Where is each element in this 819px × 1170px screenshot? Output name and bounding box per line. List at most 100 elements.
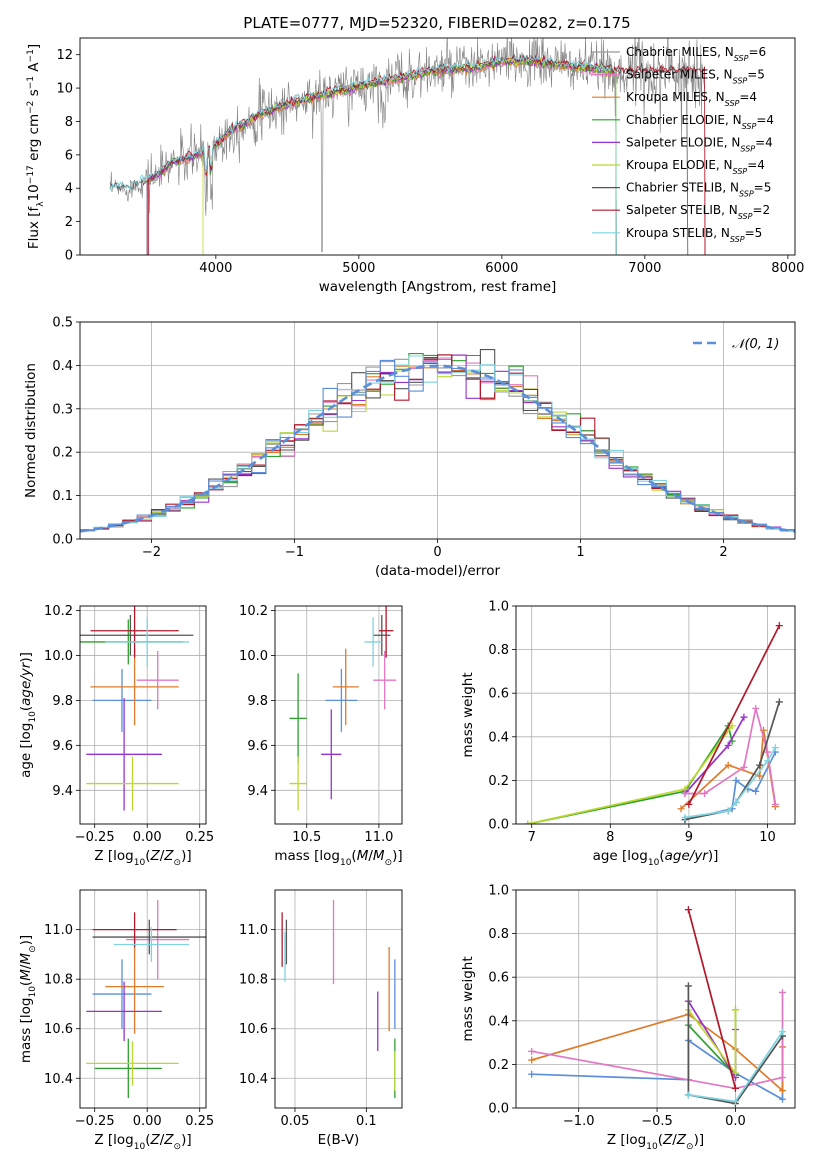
x-tick-label: 4000 [199,261,232,276]
plus-marker [778,1087,786,1095]
x-tick-label: −0.25 [75,1114,115,1129]
x-tick-label: 0.1 [356,1114,377,1129]
errorbar-point [325,668,358,732]
x-tick-label: −0.25 [75,830,115,845]
axes-frame [274,605,403,825]
model-spectrum-line [148,53,706,255]
axes: −1.0 −0.5 0.0 0.0 0.2 0.4 0.6 0.8 1.0 Z [log10(Z/… [460,884,796,1152]
grid-lines [80,606,206,824]
y-tick-label: 0.8 [488,643,509,658]
errorbar-point [136,650,179,710]
x-tick-label: 7 [528,830,536,845]
x-tick-label: 9 [685,830,693,845]
mass-weight-line [687,985,784,1105]
mass-weight-series [684,906,739,1092]
x-tick-label: 6000 [485,261,518,276]
y-axis-label: mass weight [460,956,476,1041]
axes-frame [515,605,796,825]
mass-weight-series [681,744,779,821]
plus-marker [684,906,692,914]
legend-entry-label: Chabrier ELODIE, NSSP=4 [626,113,774,131]
errorbar-point [92,912,177,947]
y-tick-label: 11.0 [44,923,73,938]
plus-marker [756,761,764,769]
x-tick-label: −0.5 [641,1114,673,1129]
y-tick-label: 11.0 [239,923,268,938]
mass-weight-series [681,748,779,824]
axes: 4000 5000 6000 7000 8000 0 2 4 6 8 10 12 wavelength … [26,37,804,295]
y-tick-label: 4 [65,182,73,197]
y-tick-label: 10 [56,82,73,97]
y-tick-label: 0.6 [488,687,509,702]
axes: 10.5 11.0 9.4 9.6 9.8 10.0 10.2 mass [log10(M/M… [239,604,403,868]
plus-marker [756,772,764,780]
y-tick-label: 9.4 [52,784,73,799]
axes-frame [515,889,796,1109]
errorbar-point [126,899,190,980]
y-tick-label: 10.4 [44,1072,73,1087]
axes: −2 −1 0 1 2 0.0 0.1 0.2 0.3 0.4 0.5 (data-model)/er… [23,316,796,579]
errorbar-point [86,698,162,811]
axes-frame [274,889,403,1109]
errorbar-point [86,1041,179,1086]
errorbar-point [289,673,307,764]
errorbar-point [105,939,164,1034]
y-tick-label: 12 [56,48,73,63]
mass-vs-reddening-panel: 0.05 0.1 10.4 10.6 10.8 11.0 E(B-V) [239,889,403,1148]
model-spectrum-line [146,57,617,255]
y-tick-label: 9.6 [247,739,268,754]
plus-marker [778,1073,786,1081]
x-axis-label: Z [log10(Z/Z⊙)] [94,848,191,868]
plot-area [289,606,397,811]
mass-weight-series [524,722,736,824]
mass-weight-series [684,1006,739,1077]
plus-marker [724,807,732,815]
y-axis-label: mass weight [460,672,476,757]
y-tick-label: 10.2 [44,604,73,619]
legend-entry-label: Chabrier MILES, NSSP=6 [626,45,766,63]
plus-marker [528,1056,536,1064]
model-spectrum-line [146,59,617,255]
x-tick-label: 5000 [342,261,375,276]
y-tick-label: 10.4 [239,1072,268,1087]
grid-lines [80,890,206,1108]
y-tick-label: 1.0 [488,600,509,615]
plus-marker [771,744,779,752]
plus-marker [681,789,689,797]
plot-area [86,899,206,1099]
x-tick-label: 8000 [771,261,804,276]
x-tick-label: 10 [759,830,776,845]
y-tick-label: 0.1 [52,489,73,504]
model-spectrum-line [202,55,617,255]
y-axis-label: age [log10(age/yr)] [18,652,38,778]
legend-entry-label: Kroupa STELIB, NSSP=5 [626,226,762,244]
y-tick-label: 0.2 [488,1058,509,1073]
figure-title: PLATE=0777, MJD=52320, FIBERID=0282, z=0… [243,14,630,32]
residual-histogram-step [80,359,795,532]
y-tick-label: 0.3 [52,402,73,417]
model-spectrum-line [146,58,617,255]
model-spectrum-line [146,57,617,255]
mass-weight-line [527,723,733,824]
plus-marker [752,787,760,795]
plus-marker [731,1069,739,1077]
y-tick-label: 0.2 [488,774,509,789]
x-tick-label: −1 [285,545,304,560]
y-axis-label: Normed distribution [23,363,39,498]
y-tick-label: 10.6 [239,1022,268,1037]
plus-marker [740,763,748,771]
x-tick-label: 8 [606,830,614,845]
x-tick-label: 1 [576,545,584,560]
errorbar-point [373,614,391,656]
legend-entry-label: Salpeter ELODIE, NSSP=4 [626,135,773,153]
plus-marker [763,748,771,756]
axes: −0.25 0.00 0.25 9.4 9.6 9.8 10.0 10.2 Z [log10(Z… [18,604,214,868]
errorbar-point [86,756,179,811]
errorbar-point [92,959,152,1029]
plus-marker [740,713,748,721]
plus-marker [677,805,685,813]
legend-entry-label: Chabrier STELIB, NSSP=5 [626,181,771,199]
x-axis-label: wavelength [Angstrom, rest frame] [319,279,557,295]
plus-marker [752,704,760,712]
grid-lines [275,890,402,1108]
